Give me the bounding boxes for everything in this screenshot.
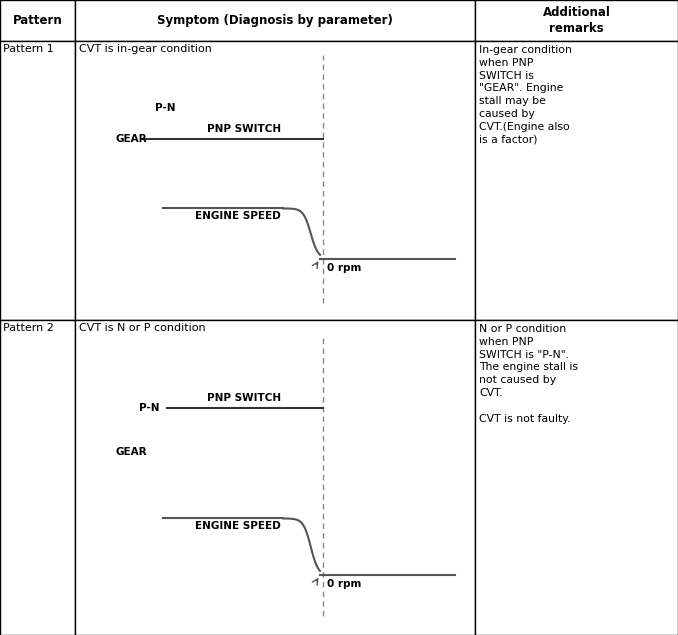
Text: GEAR: GEAR	[115, 133, 146, 144]
Text: GEAR: GEAR	[115, 447, 146, 457]
Bar	[75, 41, 475, 320]
Bar	[475, 0, 678, 41]
Bar	[0, 41, 75, 320]
Text: CVT is in-gear condition: CVT is in-gear condition	[79, 44, 212, 54]
Text: In-gear condition
when PNP
SWITCH is
"GEAR". Engine
stall may be
caused by
CVT.(: In-gear condition when PNP SWITCH is "GE…	[479, 45, 572, 145]
Bar	[75, 320, 475, 635]
Text: CVT is N or P condition: CVT is N or P condition	[79, 323, 205, 333]
Text: 0 rpm: 0 rpm	[327, 263, 361, 272]
Text: PNP SWITCH: PNP SWITCH	[207, 124, 281, 133]
Text: P-N: P-N	[139, 403, 159, 413]
Text: Symptom (Diagnosis by parameter): Symptom (Diagnosis by parameter)	[157, 14, 393, 27]
Text: ENGINE SPEED: ENGINE SPEED	[195, 521, 281, 531]
Bar	[475, 41, 678, 320]
Text: Pattern: Pattern	[13, 14, 62, 27]
Text: N or P condition
when PNP
SWITCH is "P-N".
The engine stall is
not caused by
CVT: N or P condition when PNP SWITCH is "P-N…	[479, 324, 578, 424]
Text: P-N: P-N	[155, 103, 176, 113]
Text: ENGINE SPEED: ENGINE SPEED	[195, 211, 281, 222]
Bar	[475, 320, 678, 635]
Text: 0 rpm: 0 rpm	[327, 579, 361, 589]
Text: Pattern 2: Pattern 2	[3, 323, 54, 333]
Bar	[0, 320, 75, 635]
Bar	[0, 0, 75, 41]
Text: Pattern 1: Pattern 1	[3, 44, 54, 54]
Text: Additional
remarks: Additional remarks	[542, 6, 610, 34]
Text: PNP SWITCH: PNP SWITCH	[207, 393, 281, 403]
Bar	[75, 0, 475, 41]
